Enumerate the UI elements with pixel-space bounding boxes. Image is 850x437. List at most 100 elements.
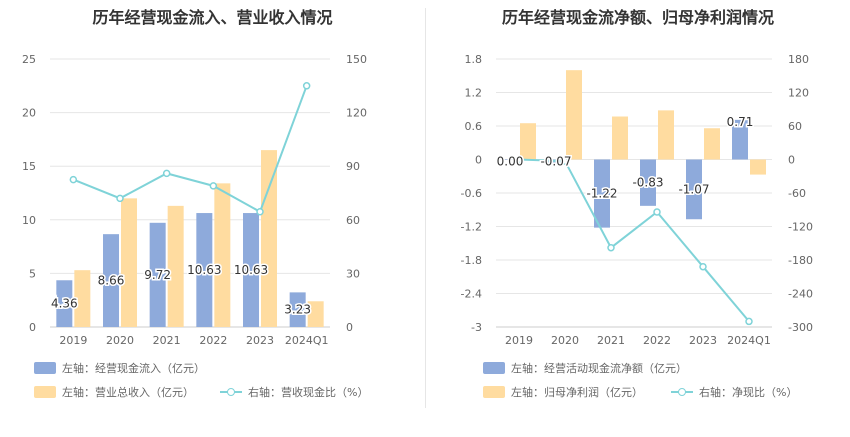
panel-divider — [425, 8, 426, 408]
data-label: 4.36 — [51, 297, 78, 311]
bar-right-series — [167, 205, 184, 327]
x-axis-tick-label: 2023 — [246, 334, 274, 347]
bar-left-series — [149, 222, 166, 327]
line-point — [699, 262, 707, 271]
right-axis-tick-label: -180 — [788, 254, 813, 267]
bar-left-series — [56, 280, 73, 327]
bar-left-series — [502, 159, 518, 160]
right-axis-tick-label: 120 — [788, 87, 809, 100]
left-axis-tick-label: 25 — [22, 53, 36, 66]
left-axis-tick-label: -3 — [471, 321, 482, 334]
bar-right-series — [261, 150, 277, 327]
line-point — [302, 82, 311, 90]
legend-swatch-bar-blue — [483, 362, 505, 374]
left-axis-tick-label: 1.2 — [465, 87, 483, 100]
right-axis-tick-label: 0 — [346, 321, 353, 334]
right-axis-tick-label: -60 — [788, 187, 806, 200]
right-axis-tick-label: 90 — [346, 160, 360, 173]
data-label: -0.07 — [540, 154, 571, 168]
data-label: 9.72 — [144, 268, 171, 282]
data-label: -1.07 — [678, 182, 709, 196]
right-axis-tick-label: -300 — [788, 321, 813, 334]
legend-item-net-cash[interactable]: 左轴：经营活动现金流净额（亿元） — [483, 360, 687, 376]
line-point — [162, 169, 171, 178]
line-point — [561, 157, 569, 165]
left-axis-tick-label: 10 — [22, 214, 36, 227]
x-axis-tick-label: 2020 — [106, 334, 134, 347]
bar-right-series — [74, 270, 91, 327]
legend-item-revenue[interactable]: 左轴：营业总收入（亿元） — [34, 384, 194, 400]
bar-left-series — [686, 159, 702, 220]
legend-swatch-line-icon — [671, 386, 693, 398]
bar-left-series — [640, 159, 656, 206]
x-axis-tick-label: 2023 — [689, 334, 717, 347]
chart-title: 历年经营现金流净额、归母净利润情况 — [501, 8, 774, 27]
left-axis-tick-label: -0.6 — [461, 187, 482, 200]
line-point — [653, 208, 661, 216]
left-axis-tick-label: 15 — [22, 160, 36, 173]
data-label: 10.63 — [234, 263, 268, 277]
data-label: 0.71 — [727, 115, 754, 129]
data-label: 3.23 — [284, 303, 311, 317]
legend-label: 左轴：归母净利润（亿元） — [511, 386, 643, 399]
x-axis-tick-label: 2020 — [551, 334, 579, 347]
left-axis-tick-label: -1.8 — [461, 254, 482, 267]
right-axis-tick-label: 150 — [346, 53, 367, 66]
left-axis-tick-label: -2.4 — [461, 288, 482, 301]
data-label: 8.66 — [98, 274, 125, 288]
data-label: 0.00 — [497, 155, 524, 169]
bar-left-series — [594, 159, 610, 228]
data-label: 10.63 — [187, 263, 221, 277]
legend-label: 左轴：营业总收入（亿元） — [62, 386, 194, 399]
line-point — [515, 155, 523, 164]
legend-label: 左轴：经营现金流入（亿元） — [62, 362, 205, 375]
legend-item-net-ratio[interactable]: 右轴：净现比（%） — [671, 384, 797, 400]
legend-item-ratio[interactable]: 右轴：营收现金比（%） — [220, 384, 368, 400]
legend-swatch-bar-orange — [34, 386, 56, 398]
bar-right-series — [307, 301, 324, 327]
right-axis-tick-label: 180 — [788, 53, 809, 66]
chart-svg: -3 -2.4 -1.8 -1.2 -0.6 0 0.6 1.2 1.8 -300 -240 -180… — [461, 53, 813, 347]
bar-right-series — [750, 159, 766, 175]
right-axis-tick-label: 30 — [346, 267, 360, 280]
legend-swatch-bar-blue — [34, 362, 56, 374]
legend-label: 左轴：经营活动现金流净额（亿元） — [511, 362, 687, 375]
line-point — [607, 243, 615, 252]
right-axis-tick-label: -120 — [788, 221, 813, 234]
bar-right-series — [566, 70, 582, 160]
legend-item-cash-inflow[interactable]: 左轴：经营现金流入（亿元） — [34, 360, 205, 376]
bar-right-series — [704, 128, 720, 160]
line-point — [69, 175, 78, 184]
chart-panel-netcash-profit: 历年经营现金流净额、归母净利润情况 -3 -2.4 -1.8 -1.2 -0.6 0 0.6… — [426, 0, 850, 437]
line-series — [518, 158, 750, 323]
bar-left-series — [289, 292, 306, 327]
left-axis-tick-label: 0 — [29, 321, 36, 334]
legend-swatch-line-icon — [220, 386, 242, 398]
right-axis-tick-label: 120 — [346, 107, 367, 120]
x-axis-tick-label: 2024Q1 — [727, 334, 771, 347]
line-point — [209, 182, 218, 190]
legend-item-net-profit[interactable]: 左轴：归母净利润（亿元） — [483, 384, 643, 400]
x-axis-tick-label: 2019 — [59, 334, 87, 347]
bar-right-series — [121, 198, 137, 327]
bar-right-series — [520, 123, 536, 160]
left-axis-tick-label: 20 — [22, 107, 36, 120]
right-axis-tick-label: 0 — [788, 154, 795, 167]
x-axis-tick-label: 2019 — [505, 334, 533, 347]
legend-label: 右轴：净现比（%） — [699, 386, 798, 399]
line-series — [72, 85, 308, 214]
line-point — [256, 208, 264, 216]
bar-right-series — [214, 183, 231, 327]
x-axis-tick-label: 2021 — [153, 334, 181, 347]
left-axis-tick-label: 0 — [475, 154, 482, 167]
chart-title: 历年经营现金流入、营业收入情况 — [92, 8, 333, 27]
bar-left-series — [103, 234, 119, 327]
bar-left-series — [243, 213, 259, 327]
x-axis-tick-label: 2022 — [643, 334, 671, 347]
data-label: -1.22 — [586, 187, 617, 201]
bar-right-series — [658, 110, 674, 160]
right-axis-tick-label: 60 — [346, 214, 360, 227]
left-axis-tick-label: 5 — [29, 267, 36, 280]
x-axis-tick-label: 2024Q1 — [285, 334, 329, 347]
bar-left-series — [196, 213, 213, 327]
